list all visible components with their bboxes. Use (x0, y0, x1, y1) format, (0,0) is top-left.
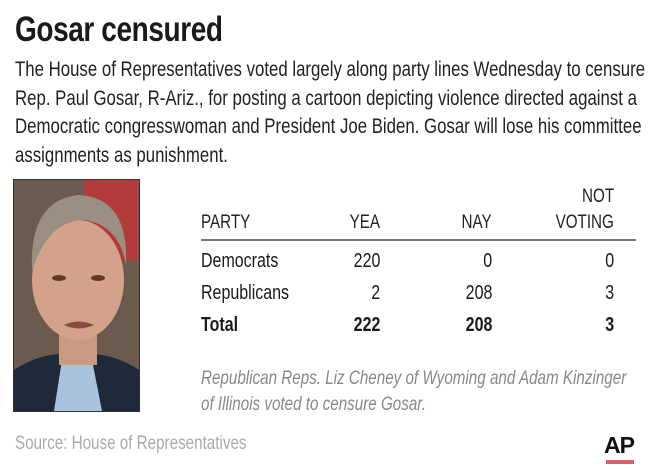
intro-text: The House of Representatives voted large… (15, 58, 646, 167)
row-not-voting: 3 (605, 282, 614, 304)
header-not-voting-line2: VOTING (555, 212, 614, 233)
row-nay: 208 (465, 282, 492, 304)
row-nay: 0 (483, 250, 492, 272)
ap-logo-underline (606, 460, 634, 464)
header-not-voting-line1: NOT (581, 186, 614, 207)
row-party: Republicans (201, 282, 290, 304)
row-yea: 220 (353, 250, 380, 272)
total-yea: 222 (353, 314, 380, 336)
row-party: Democrats (201, 250, 279, 272)
photo-caption: Republican Reps. Liz Cheney of Wyoming a… (201, 368, 627, 415)
header-yea: YEA (349, 212, 380, 233)
total-label: Total (201, 314, 239, 336)
portrait-photo (13, 179, 140, 412)
ap-logo: AP (604, 432, 635, 458)
header-party: PARTY (201, 212, 251, 233)
header-divider (201, 239, 636, 241)
source-credit: Source: House of Representatives (15, 433, 247, 454)
row-not-voting: 0 (605, 250, 614, 272)
total-not-voting: 3 (605, 314, 614, 336)
row-yea: 2 (371, 282, 380, 304)
headline: Gosar censured (15, 10, 223, 49)
header-nay: NAY (461, 212, 492, 233)
total-nay: 208 (465, 314, 492, 336)
